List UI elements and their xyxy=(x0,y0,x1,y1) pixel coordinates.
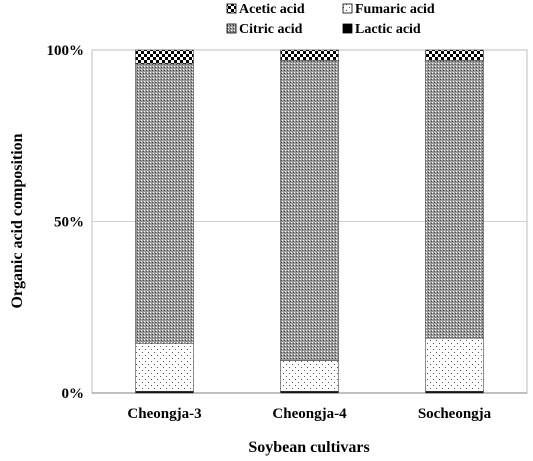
bar-acetic-acid-socheongja xyxy=(425,49,484,61)
y-tick-label-50-50: 50% xyxy=(54,215,84,231)
bar-citric-acid-cheongja-4 xyxy=(280,59,339,361)
x-axis-title: Soybean cultivars xyxy=(248,439,369,456)
legend-label-acetic-acid: Acetic acid xyxy=(239,2,305,17)
legend-swatch-fumaric-acid xyxy=(342,3,353,14)
legend-swatch-lactic-acid xyxy=(342,23,353,34)
legend-label-citric-acid: Citric acid xyxy=(239,22,303,37)
bar-citric-acid-socheongja xyxy=(425,59,484,339)
bar-acetic-acid-cheongja-3 xyxy=(135,49,194,65)
bar-citric-acid-cheongja-3 xyxy=(135,63,194,344)
x-tick-label-socheongja: Socheongja xyxy=(418,406,492,422)
bar-fumaric-acid-cheongja-4 xyxy=(280,360,339,392)
y-axis-title: Organic acid composition xyxy=(9,133,26,308)
bar-acetic-acid-cheongja-4 xyxy=(280,49,339,61)
legend-swatch-citric-acid xyxy=(226,23,237,34)
legend-swatch-acetic-acid xyxy=(226,3,237,14)
x-tick-label-cheongja-4: Cheongja-4 xyxy=(272,406,347,422)
bar-fumaric-acid-cheongja-3 xyxy=(135,342,194,392)
legend-label-fumaric-acid: Fumaric acid xyxy=(355,2,435,17)
legend-label-lactic-acid: Lactic acid xyxy=(355,22,421,37)
y-tick-label-100-100: 100% xyxy=(47,43,85,59)
legend: Acetic acid Fumaric acid Citric acid Lactic… xyxy=(226,2,435,37)
x-tick-label-cheongja-3: Cheongja-3 xyxy=(127,406,201,422)
y-tick-label-0-0: 0% xyxy=(62,386,85,402)
bar-fumaric-acid-socheongja xyxy=(425,337,484,392)
